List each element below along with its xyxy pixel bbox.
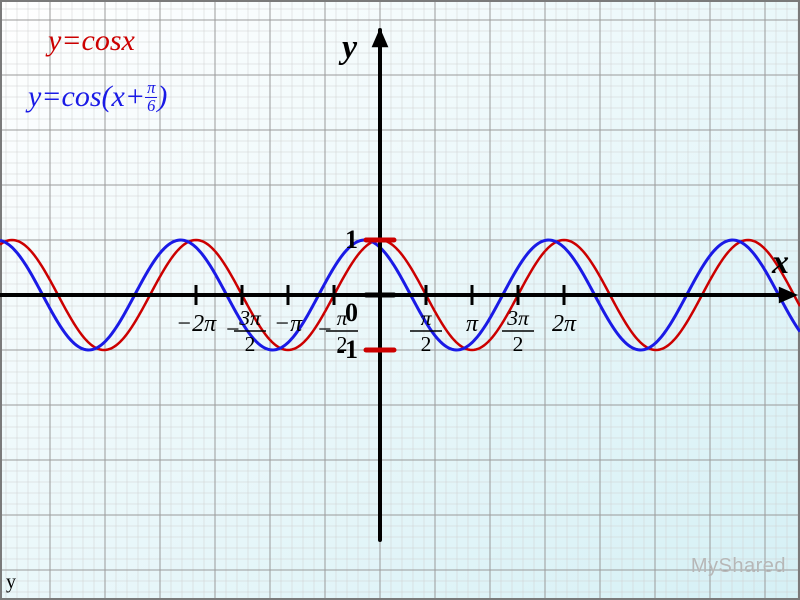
formula-cos: y=cosx xyxy=(48,24,135,58)
svg-text:3π: 3π xyxy=(238,306,262,330)
svg-text:2: 2 xyxy=(421,332,432,356)
svg-text:2: 2 xyxy=(513,332,524,356)
corner-y-label: y xyxy=(6,571,16,594)
svg-text:−: − xyxy=(226,317,240,343)
frac-num: π xyxy=(145,80,157,98)
svg-text:−2π: −2π xyxy=(176,311,217,337)
svg-text:2π: 2π xyxy=(552,311,577,337)
svg-text:-1: -1 xyxy=(336,335,358,364)
svg-text:π: π xyxy=(421,306,433,330)
svg-text:−π: −π xyxy=(274,311,303,337)
x-axis-label: x xyxy=(771,244,789,281)
svg-text:2: 2 xyxy=(245,332,256,356)
svg-text:3π: 3π xyxy=(506,306,530,330)
svg-text:−: − xyxy=(318,317,332,343)
formula-fraction: π6 xyxy=(145,80,157,114)
svg-text:0: 0 xyxy=(345,298,358,327)
formula-cos-shifted: y=cos(x+π6) xyxy=(28,80,167,116)
svg-text:π: π xyxy=(466,311,479,337)
formula-prefix: y=cos(x+ xyxy=(28,80,145,113)
chart-container: yx−2π−3π2−π−π2π2π3π22π10-1 y=cosx y=cos(… xyxy=(0,0,800,600)
frac-den: 6 xyxy=(145,98,157,115)
formula-suffix: ) xyxy=(157,80,167,113)
svg-text:1: 1 xyxy=(345,225,358,254)
watermark: MyShared xyxy=(691,555,786,578)
